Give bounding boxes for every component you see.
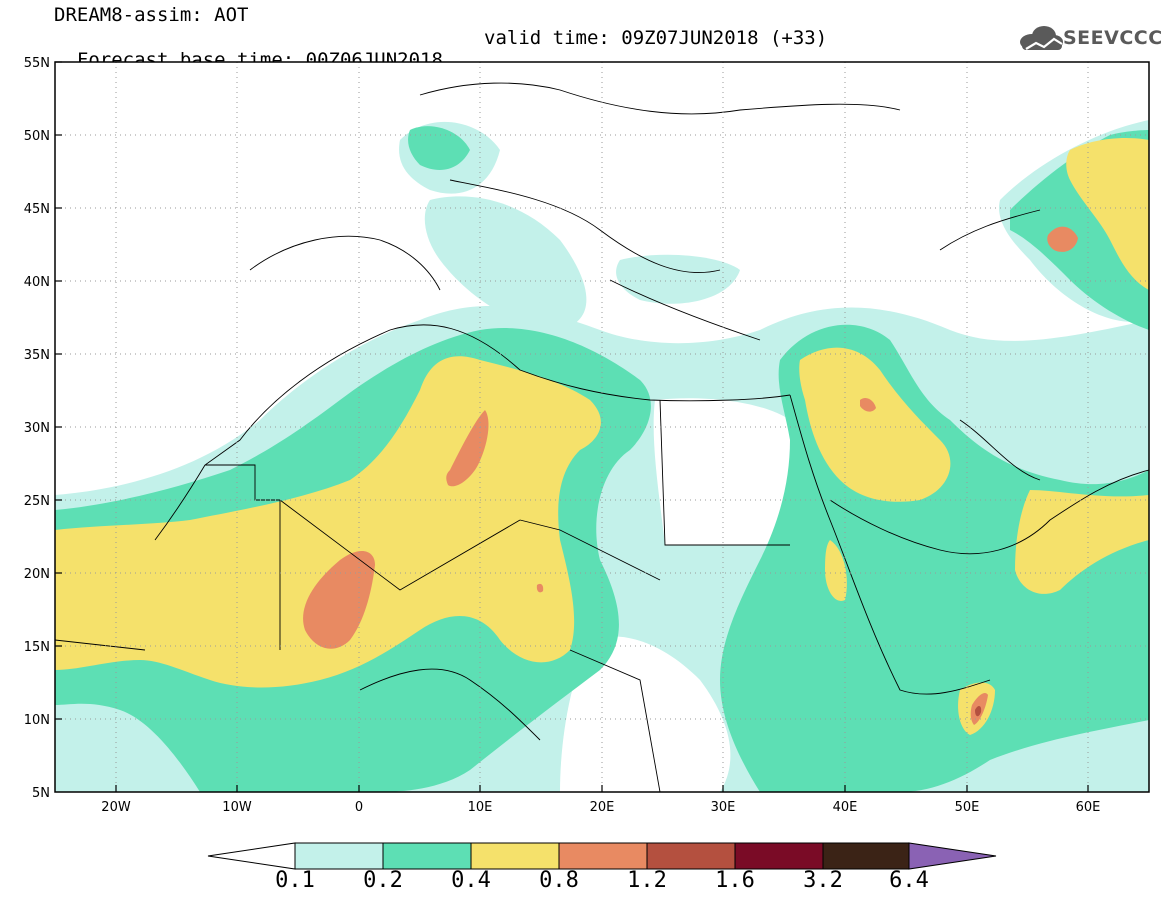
colorbar-under-arrow	[207, 842, 296, 870]
logo-text: SEEVCCC	[1063, 27, 1163, 49]
longitude-labels: 20W 10W 0 10E 20E 30E 40E 50E 60E	[101, 800, 1100, 815]
aot-level-0.8	[303, 226, 1078, 725]
coastlines-and-borders	[55, 82, 1149, 792]
lon-label: 10E	[468, 800, 493, 815]
lat-label: 45N	[24, 202, 50, 217]
lon-label: 40E	[833, 800, 858, 815]
colorbar-swatch-2	[382, 842, 472, 870]
colorbar-swatch-1	[294, 842, 384, 870]
colorbar-label: 0.4	[451, 868, 491, 893]
colorbar-label: 1.2	[627, 868, 667, 893]
lat-label: 30N	[24, 421, 50, 436]
aot-contours	[55, 120, 1149, 792]
colorbar-swatch-5	[646, 842, 736, 870]
lat-label: 40N	[24, 275, 50, 290]
colorbar-label: 0.8	[539, 868, 579, 893]
seevccc-logo	[1020, 26, 1063, 50]
aot-level-0.4	[55, 138, 1149, 735]
map-title: DREAM8-assim: AOT	[54, 4, 249, 26]
colorbar-label: 0.1	[275, 868, 315, 893]
colorbar-swatch-4	[558, 842, 648, 870]
colorbar-label: 3.2	[803, 868, 843, 893]
lat-label: 55N	[24, 56, 50, 71]
lon-label: 50E	[955, 800, 980, 815]
lat-label: 10N	[24, 713, 50, 728]
lat-label: 15N	[24, 640, 50, 655]
lat-label: 35N	[24, 348, 50, 363]
colorbar	[207, 842, 997, 870]
graticule	[55, 62, 1149, 792]
colorbar-label: 0.2	[363, 868, 403, 893]
lon-label: 10W	[222, 800, 252, 815]
lon-label: 0	[355, 800, 363, 815]
lat-label: 50N	[24, 129, 50, 144]
colorbar-label: 1.6	[715, 868, 755, 893]
lat-label: 5N	[32, 786, 50, 801]
lon-label: 30E	[711, 800, 736, 815]
colorbar-over-arrow	[908, 842, 997, 870]
latitude-labels: 55N 50N 45N 40N 35N 30N 25N 20N 15N 10N …	[24, 56, 50, 801]
colorbar-swatch-3	[470, 842, 560, 870]
colorbar-swatch-7	[822, 842, 910, 870]
lat-label: 20N	[24, 567, 50, 582]
lon-label: 60E	[1076, 800, 1101, 815]
colorbar-swatch-6	[734, 842, 824, 870]
lon-label: 20W	[101, 800, 131, 815]
axis-ticks	[55, 61, 1089, 792]
valid-time-text: valid time: 09Z07JUN2018 (+33)	[484, 27, 828, 49]
colorbar-label: 6.4	[889, 868, 929, 893]
aot-level-1.2	[975, 706, 982, 717]
lat-label: 25N	[24, 494, 50, 509]
lon-label: 20E	[590, 800, 615, 815]
